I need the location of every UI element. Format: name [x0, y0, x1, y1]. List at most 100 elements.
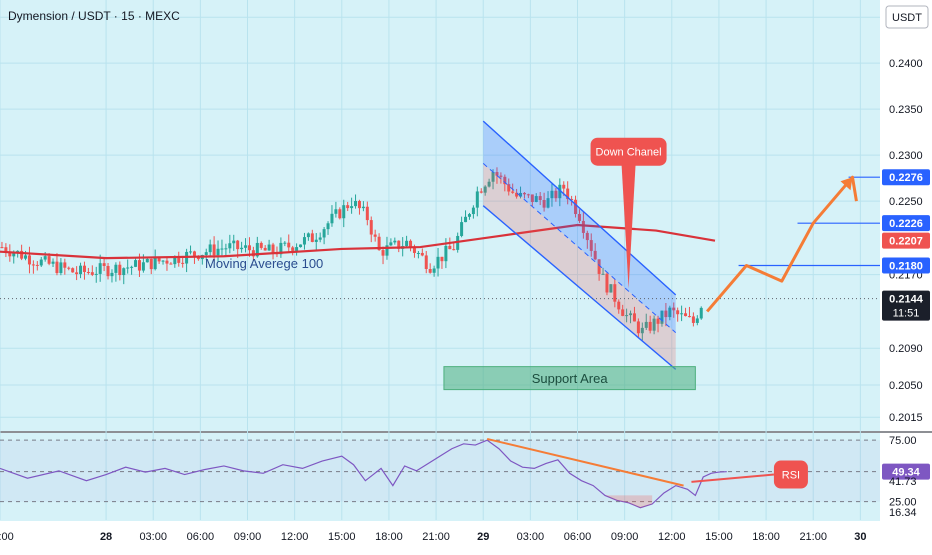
price-label-box	[882, 257, 930, 274]
price-label-value: 0.2144	[889, 294, 924, 306]
down-channel-callout-box	[590, 137, 667, 166]
candle-body	[483, 186, 487, 193]
candle-body	[255, 242, 259, 257]
candle-body	[114, 264, 118, 273]
candle-body	[471, 207, 475, 215]
support-area-label: Support Area	[532, 371, 609, 386]
candle-body	[373, 234, 377, 237]
price-label-value: 0.2207	[889, 236, 923, 248]
candle-body	[212, 244, 216, 256]
candle-body	[244, 245, 248, 248]
candle-body	[240, 247, 244, 250]
support-area-box	[443, 366, 696, 391]
candle-body	[354, 200, 358, 207]
candle-body	[605, 273, 609, 293]
rsi-level-label: 25.00	[889, 497, 917, 509]
main-pane-background	[0, 0, 880, 431]
candle-body	[251, 250, 255, 257]
channel-lower-fill	[483, 163, 676, 370]
candle-body	[660, 310, 664, 324]
time-tick-label: 28	[100, 531, 112, 543]
candle-body	[440, 256, 444, 262]
candle-body	[204, 252, 208, 255]
currency-button[interactable]: USDT	[885, 5, 929, 29]
candle-body	[267, 244, 271, 251]
candle-body	[625, 315, 629, 317]
time-tick-label: 15:00	[705, 531, 733, 543]
candle-body	[39, 259, 43, 266]
candle-body	[130, 266, 134, 268]
candle-body	[149, 258, 153, 270]
candle-body	[511, 191, 515, 193]
candle-body	[67, 267, 71, 269]
candle-body	[558, 184, 562, 199]
candle-body	[672, 307, 676, 311]
candle-body	[691, 316, 695, 323]
candle-body	[664, 310, 668, 318]
candle-body	[546, 198, 550, 208]
time-tick-label: 09:00	[234, 531, 262, 543]
candle-body	[94, 273, 98, 275]
rsi-pane-background	[0, 433, 880, 521]
candles	[0, 167, 703, 341]
candle-body	[652, 318, 656, 331]
rsi-level-label: 49.34	[892, 467, 920, 479]
candle-body	[601, 273, 605, 275]
candle-body	[192, 251, 196, 256]
candle-body	[310, 233, 314, 242]
candle-body	[169, 263, 173, 265]
time-tick-label: 09:00	[611, 531, 639, 543]
candle-body	[405, 240, 409, 247]
candle-body	[530, 194, 534, 202]
candle-body	[574, 199, 578, 215]
down-channel-callout-pointer	[621, 164, 636, 289]
candle-body	[420, 252, 424, 256]
candle-body	[295, 247, 299, 251]
currency-button-label[interactable]: USDT	[892, 12, 922, 24]
candle-body	[189, 251, 193, 253]
candle-body	[20, 250, 24, 259]
candle-body	[542, 200, 546, 208]
candle-body	[687, 316, 691, 318]
candle-body	[570, 199, 574, 201]
candle-body	[141, 262, 145, 271]
candle-body	[436, 256, 440, 269]
candle-body	[98, 263, 102, 274]
candle-body	[656, 318, 660, 324]
candle-body	[577, 214, 581, 221]
rsi-line	[0, 439, 727, 509]
candle-body	[181, 262, 185, 264]
candle-body	[636, 321, 640, 334]
candle-body	[479, 191, 483, 193]
candle-body	[118, 264, 122, 276]
candle-body	[110, 272, 114, 277]
candle-body	[526, 194, 530, 196]
candle-body	[334, 209, 338, 214]
candle-body	[475, 191, 479, 208]
candle-body	[106, 265, 110, 277]
price-tick-label: 0.2300	[889, 150, 923, 162]
price-axis-background	[880, 0, 932, 550]
price-tick-label: 0.2015	[889, 412, 923, 424]
candle-body	[326, 223, 330, 230]
candle-body	[134, 260, 138, 267]
candle-body	[126, 267, 130, 269]
time-tick-label: 21:00	[799, 531, 827, 543]
price-label-countdown: 11:51	[893, 308, 920, 320]
rsi-callout-pointer	[691, 473, 775, 483]
price-tick-label: 0.2400	[889, 58, 923, 70]
candle-body	[409, 240, 413, 247]
time-tick-label: 21:00	[0, 531, 14, 543]
candle-body	[668, 307, 672, 318]
candle-body	[444, 245, 448, 262]
candle-body	[424, 255, 428, 270]
time-tick-label: 03:00	[517, 531, 545, 543]
candle-body	[377, 236, 381, 251]
candle-body	[228, 243, 232, 249]
candle-body	[287, 242, 291, 248]
chart-title: Dymension / USDT · 15 · MEXC	[8, 9, 180, 23]
candle-body	[8, 252, 12, 257]
candle-body	[499, 175, 503, 177]
channel-upper-line	[482, 120, 677, 296]
candle-body	[177, 256, 181, 263]
